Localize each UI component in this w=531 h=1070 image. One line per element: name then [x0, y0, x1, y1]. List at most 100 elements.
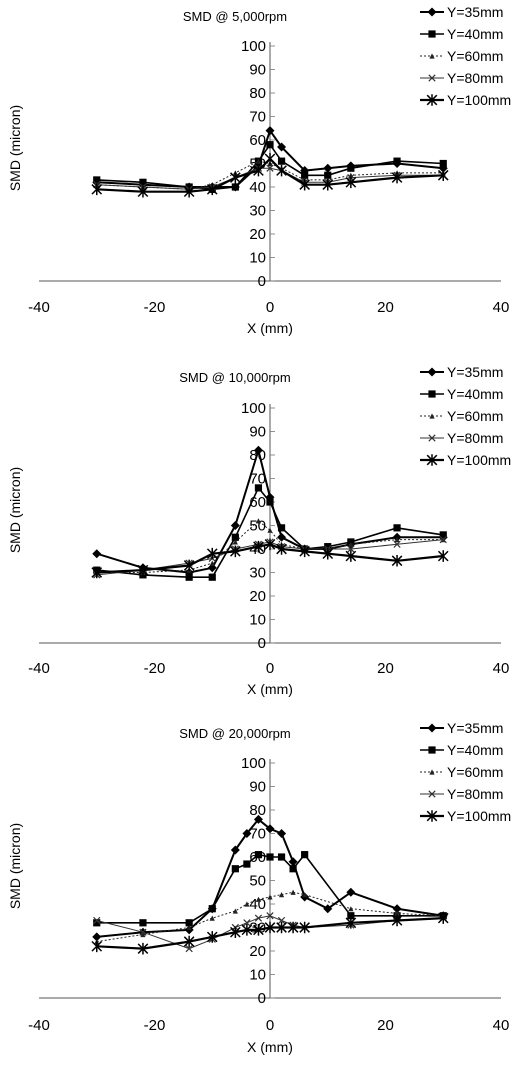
- data-point: [276, 921, 287, 934]
- y-tick-label: 20: [249, 226, 266, 243]
- y-axis-label: SMD (micron): [7, 823, 23, 909]
- legend-label: Y=40mm: [447, 26, 503, 42]
- data-point: [231, 183, 239, 191]
- data-point: [254, 914, 263, 922]
- legend-label: Y=40mm: [447, 386, 503, 402]
- data-point: [185, 919, 193, 927]
- y-tick-label: 0: [258, 273, 266, 290]
- x-axis-label: X (mm): [247, 1039, 293, 1055]
- data-point: [230, 171, 241, 184]
- y-tick-label: 20: [249, 588, 266, 605]
- x-tick-label: 0: [266, 1017, 274, 1034]
- data-point: [92, 932, 102, 942]
- series-5: [91, 912, 449, 955]
- data-point: [232, 908, 238, 914]
- data-point: [299, 178, 310, 191]
- data-point: [139, 928, 147, 936]
- data-point: [231, 533, 239, 541]
- data-point: [140, 931, 146, 938]
- legend: Y=35mm Y=40mm Y=60mm Y=80mm Y=100mm: [420, 364, 511, 468]
- data-point: [439, 535, 447, 544]
- y-tick-label: 60: [249, 132, 266, 149]
- chart-title: SMD @ 5,000rpm: [183, 9, 287, 24]
- legend-marker: [428, 746, 436, 754]
- y-tick-label: 10: [249, 612, 266, 629]
- series-line: [96, 891, 444, 943]
- series-line: [96, 917, 444, 950]
- data-point: [139, 919, 147, 927]
- data-point: [393, 524, 401, 532]
- data-point: [93, 916, 101, 925]
- data-point: [253, 814, 263, 824]
- data-point: [394, 537, 400, 543]
- legend-marker: [428, 390, 436, 398]
- legend-marker: [429, 769, 435, 775]
- x-tick-label: 0: [266, 299, 274, 316]
- data-point: [266, 164, 274, 172]
- legend-marker: [428, 434, 436, 442]
- data-point: [278, 892, 285, 898]
- x-tick-label: -40: [28, 660, 50, 677]
- legend-marker: [429, 413, 435, 419]
- legend-marker: [428, 30, 436, 38]
- data-point: [289, 865, 297, 873]
- legend-label: Y=40mm: [447, 742, 503, 758]
- data-point: [230, 926, 241, 938]
- data-point: [290, 889, 296, 895]
- legend-label: Y=100mm: [447, 92, 511, 108]
- data-point: [254, 484, 263, 492]
- data-point: [91, 566, 103, 579]
- data-point: [139, 178, 147, 186]
- data-point: [254, 851, 263, 859]
- data-point: [183, 559, 195, 572]
- data-point: [287, 921, 299, 934]
- legend-marker: [428, 74, 436, 82]
- data-point: [391, 171, 403, 184]
- y-tick-label: 70: [249, 109, 266, 126]
- data-point: [241, 924, 253, 936]
- x-tick-label: 20: [377, 1017, 394, 1034]
- legend-label: Y=80mm: [447, 70, 503, 86]
- data-point: [208, 905, 216, 913]
- legend-marker: [428, 790, 436, 798]
- data-point: [93, 919, 101, 927]
- chart-title: SMD @ 10,000rpm: [179, 370, 290, 385]
- x-tick-label: -40: [28, 299, 50, 316]
- data-point: [266, 912, 274, 920]
- legend: Y=35mm Y=40mm Y=60mm Y=80mm Y=100mm: [420, 4, 511, 108]
- data-point: [277, 524, 286, 532]
- data-point: [277, 532, 287, 542]
- legend-label: Y=60mm: [447, 408, 503, 424]
- y-tick-label: 30: [249, 565, 266, 582]
- data-point: [393, 157, 401, 165]
- y-tick-label: 0: [258, 990, 266, 1007]
- data-point: [277, 853, 286, 861]
- data-point: [265, 126, 275, 136]
- data-point: [137, 564, 149, 576]
- data-point: [231, 865, 239, 873]
- data-point: [322, 178, 334, 191]
- y-tick-label: 100: [241, 400, 266, 417]
- data-point: [255, 518, 262, 524]
- data-point: [277, 916, 286, 925]
- series-line: [96, 853, 444, 924]
- data-point: [437, 169, 449, 182]
- data-point: [391, 914, 403, 927]
- data-point: [183, 185, 195, 198]
- data-point: [288, 857, 298, 867]
- legend-marker: [427, 723, 437, 733]
- series-2: [93, 851, 447, 927]
- data-point: [185, 945, 193, 953]
- data-point: [267, 527, 273, 533]
- data-point: [206, 931, 218, 943]
- data-point: [244, 901, 250, 907]
- data-point: [264, 153, 276, 165]
- y-tick-label: 50: [249, 873, 266, 890]
- data-point: [348, 906, 354, 912]
- data-point: [394, 910, 400, 916]
- data-point: [253, 445, 263, 455]
- data-point: [253, 164, 264, 177]
- legend-marker: [427, 367, 437, 377]
